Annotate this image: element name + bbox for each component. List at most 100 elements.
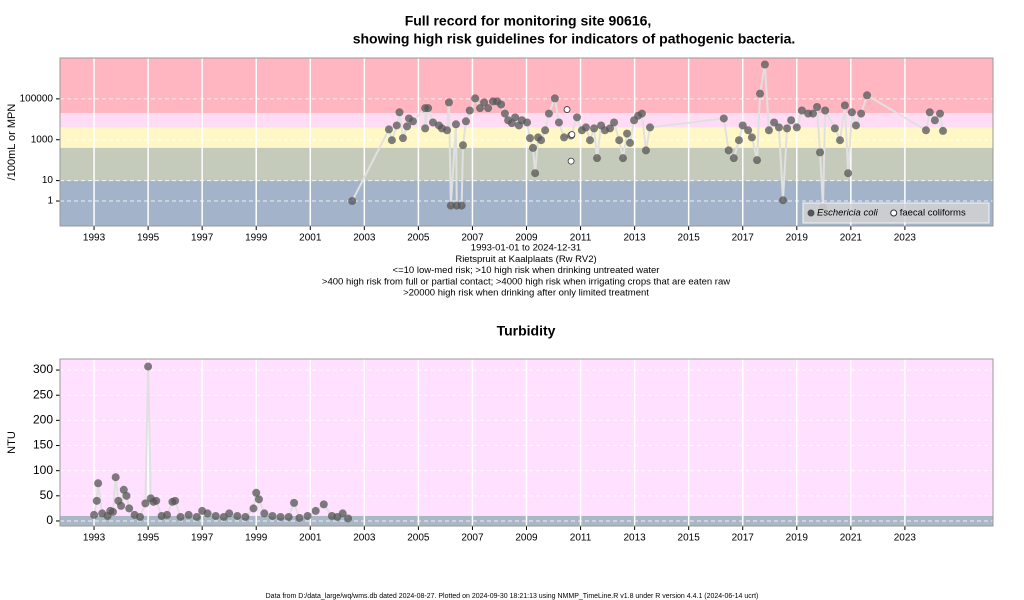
data-point <box>610 118 619 127</box>
data-point <box>840 101 849 110</box>
data-point <box>770 118 779 127</box>
data-point <box>446 201 455 210</box>
y-axis-label: /100mL or MPN <box>6 104 18 181</box>
data-point <box>637 109 646 118</box>
data-point <box>225 509 234 518</box>
data-point <box>136 512 145 521</box>
data-point <box>590 124 599 133</box>
x-tick-label: 1993 <box>83 533 106 544</box>
data-point <box>563 106 571 113</box>
data-point <box>398 134 407 143</box>
data-point <box>476 104 485 113</box>
data-point <box>284 512 293 521</box>
data-point <box>554 118 563 127</box>
data-point <box>254 495 263 504</box>
data-point <box>593 154 602 163</box>
x-tick-label: 2001 <box>299 533 322 544</box>
data-point <box>184 510 193 519</box>
data-point <box>936 109 945 118</box>
note: 1993-01-01 to 2024-12-31 <box>471 243 581 254</box>
chart-title: Turbidity <box>497 323 556 339</box>
data-point <box>348 197 357 206</box>
x-tick-label: 2003 <box>353 233 376 244</box>
data-point <box>260 509 269 518</box>
data-point <box>573 113 582 122</box>
x-tick-label: 2021 <box>840 533 863 544</box>
data-point <box>734 136 743 145</box>
data-point <box>816 148 825 157</box>
x-tick-label: 1999 <box>245 233 268 244</box>
y-tick-label: 1000 <box>31 134 54 145</box>
x-tick-label: 2009 <box>515 533 538 544</box>
x-tick-label: 2015 <box>678 233 701 244</box>
x-tick-label: 2011 <box>570 233 592 244</box>
data-point <box>507 119 516 128</box>
data-point <box>830 124 839 133</box>
data-point <box>844 169 853 178</box>
x-tick-label: 1995 <box>137 533 160 544</box>
y-tick-label: 100 <box>33 463 53 477</box>
data-point <box>465 106 474 115</box>
data-point <box>813 102 822 111</box>
data-point <box>938 126 947 135</box>
data-point <box>171 496 180 505</box>
x-tick-label: 2021 <box>840 233 863 244</box>
data-point <box>626 138 635 147</box>
data-point <box>526 134 535 143</box>
x-tick-label: 1993 <box>83 233 106 244</box>
data-point <box>729 154 738 163</box>
data-point <box>268 511 277 520</box>
data-point <box>384 125 393 134</box>
note: <=10 low-med risk; >10 high risk when dr… <box>393 265 660 276</box>
data-point <box>537 136 546 145</box>
data-point <box>581 123 590 132</box>
data-point <box>249 504 258 513</box>
y-tick-label: 0 <box>46 513 53 527</box>
data-point <box>531 169 540 178</box>
data-point <box>461 117 470 126</box>
data-point <box>203 509 212 518</box>
data-point <box>787 116 796 125</box>
data-point <box>94 479 103 488</box>
data-point <box>408 117 417 126</box>
legend-label: Eschericia coli <box>817 208 879 219</box>
data-point <box>719 114 728 123</box>
data-point <box>458 141 467 150</box>
data-point <box>421 124 430 133</box>
data-point <box>541 126 550 135</box>
data-point <box>618 154 627 163</box>
data-point <box>344 514 353 523</box>
data-point <box>744 126 753 135</box>
data-point <box>428 118 437 127</box>
chart-title: Full record for monitoring site 90616, <box>405 13 652 29</box>
x-tick-label: 2013 <box>623 533 646 544</box>
note: >400 high risk from full or partial cont… <box>322 276 730 287</box>
data-point <box>523 118 532 127</box>
y-tick-label: 10 <box>42 175 54 186</box>
data-point <box>424 104 433 113</box>
data-point <box>176 512 185 521</box>
data-point <box>560 133 569 142</box>
x-tick-label: 2017 <box>732 233 755 244</box>
data-point <box>863 91 872 100</box>
note: >20000 high risk when drinking after onl… <box>403 288 649 299</box>
data-point <box>511 113 520 122</box>
data-point <box>163 510 172 519</box>
data-point <box>568 131 576 138</box>
data-point <box>338 509 347 518</box>
data-point <box>108 507 117 516</box>
plot-frame <box>59 57 994 227</box>
data-point <box>808 109 817 118</box>
data-point <box>821 106 830 115</box>
x-tick-label: 2003 <box>353 533 376 544</box>
chart-title: showing high risk guidelines for indicat… <box>353 31 796 47</box>
data-point <box>930 116 939 125</box>
x-tick-label: 2019 <box>786 533 809 544</box>
data-point <box>606 124 615 133</box>
data-point <box>797 106 806 115</box>
x-tick-label: 1995 <box>137 233 160 244</box>
data-point <box>836 136 845 145</box>
data-point <box>857 109 866 118</box>
data-point <box>764 126 773 135</box>
